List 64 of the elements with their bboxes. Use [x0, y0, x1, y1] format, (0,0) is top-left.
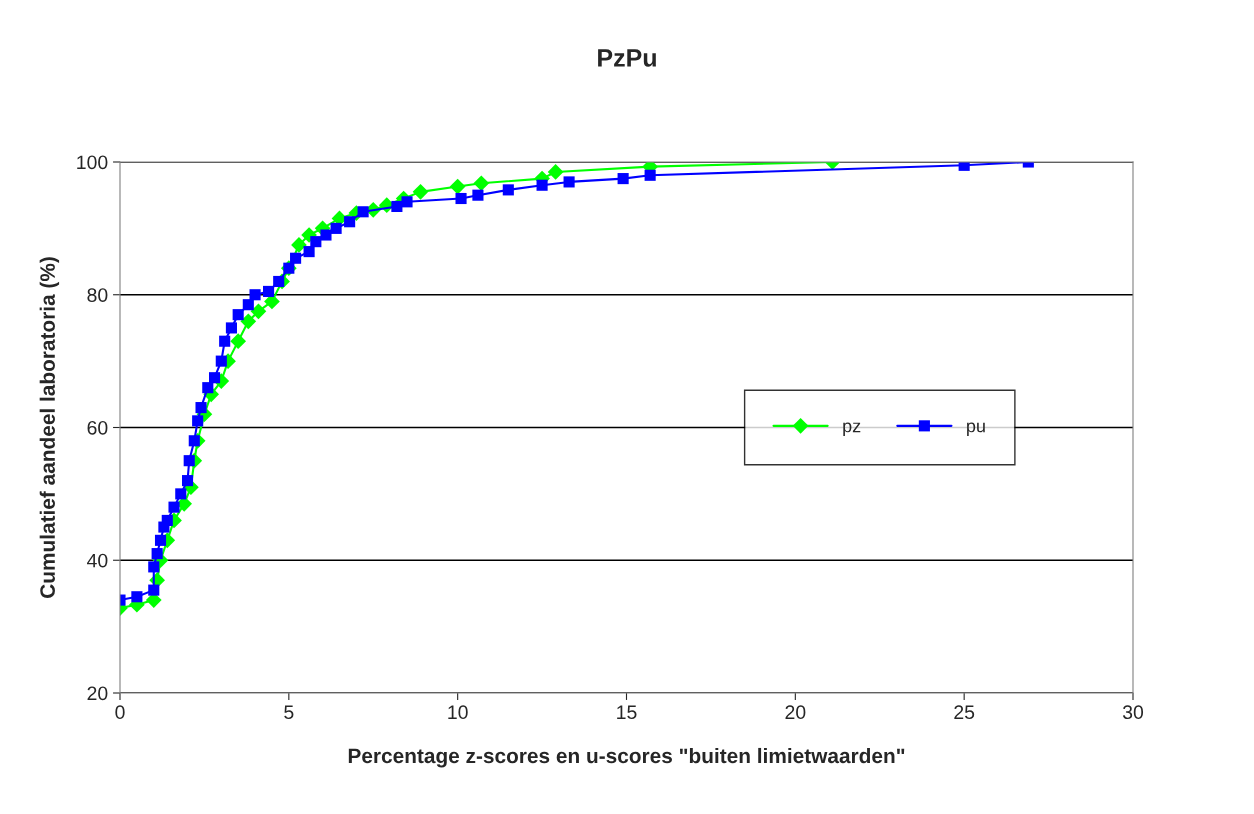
- point: [215, 355, 227, 367]
- x-tick-label: 10: [448, 705, 468, 720]
- point: [154, 534, 167, 546]
- point: [192, 415, 204, 427]
- point: [391, 200, 403, 213]
- point: [249, 289, 261, 301]
- chart-title: PzPu: [598, 49, 656, 67]
- point: [563, 176, 575, 188]
- point: [273, 275, 285, 288]
- x-tick-label: 15: [617, 705, 637, 720]
- point: [131, 591, 143, 603]
- point: [472, 189, 484, 201]
- point: [225, 322, 237, 334]
- point: [175, 488, 187, 500]
- y-tick-label: 40: [87, 553, 108, 568]
- point: [181, 475, 194, 487]
- point: [148, 561, 160, 573]
- x-tick-label: 0: [115, 705, 125, 720]
- point: [644, 169, 656, 181]
- point: [168, 501, 180, 513]
- point: [291, 237, 307, 253]
- point: [401, 196, 413, 208]
- legend-label: pu: [967, 422, 985, 436]
- point: [455, 192, 467, 205]
- point: [473, 175, 490, 192]
- point: [502, 184, 514, 196]
- point: [161, 514, 173, 526]
- point: [412, 184, 429, 200]
- point: [188, 435, 200, 447]
- y-tick-label: 60: [87, 420, 108, 435]
- point: [240, 313, 257, 330]
- point: [263, 285, 275, 297]
- legend-label: pz: [843, 422, 861, 436]
- y-axis-title: Cumulatief aandeel laboratoria (%): [39, 257, 60, 598]
- point: [148, 584, 160, 596]
- x-tick-label: 25: [954, 705, 975, 720]
- x-tick-label: 5: [284, 705, 294, 720]
- point: [547, 164, 564, 180]
- y-tick-label: 80: [87, 288, 108, 302]
- point: [232, 309, 244, 321]
- y-tick-label: 100: [77, 155, 108, 170]
- point: [208, 372, 221, 384]
- x-tick-label: 20: [785, 705, 806, 720]
- point: [250, 303, 267, 320]
- point: [195, 402, 207, 414]
- x-axis-title: Percentage z-scores en u-scores "buiten limietwaarden": [348, 747, 905, 768]
- point: [242, 299, 254, 311]
- point: [151, 548, 163, 560]
- point: [183, 455, 195, 467]
- point: [449, 178, 466, 195]
- x-tick-label: 30: [1122, 705, 1144, 720]
- point: [617, 173, 629, 185]
- point: [344, 216, 356, 228]
- point: [219, 335, 231, 347]
- point: [357, 206, 369, 218]
- point: [310, 236, 322, 248]
- point: [202, 382, 214, 394]
- point: [536, 179, 548, 191]
- point: [303, 246, 315, 258]
- point: [230, 333, 247, 350]
- point: [330, 222, 342, 234]
- y-tick-label: 20: [87, 686, 108, 701]
- point: [320, 229, 332, 241]
- point: [290, 252, 302, 264]
